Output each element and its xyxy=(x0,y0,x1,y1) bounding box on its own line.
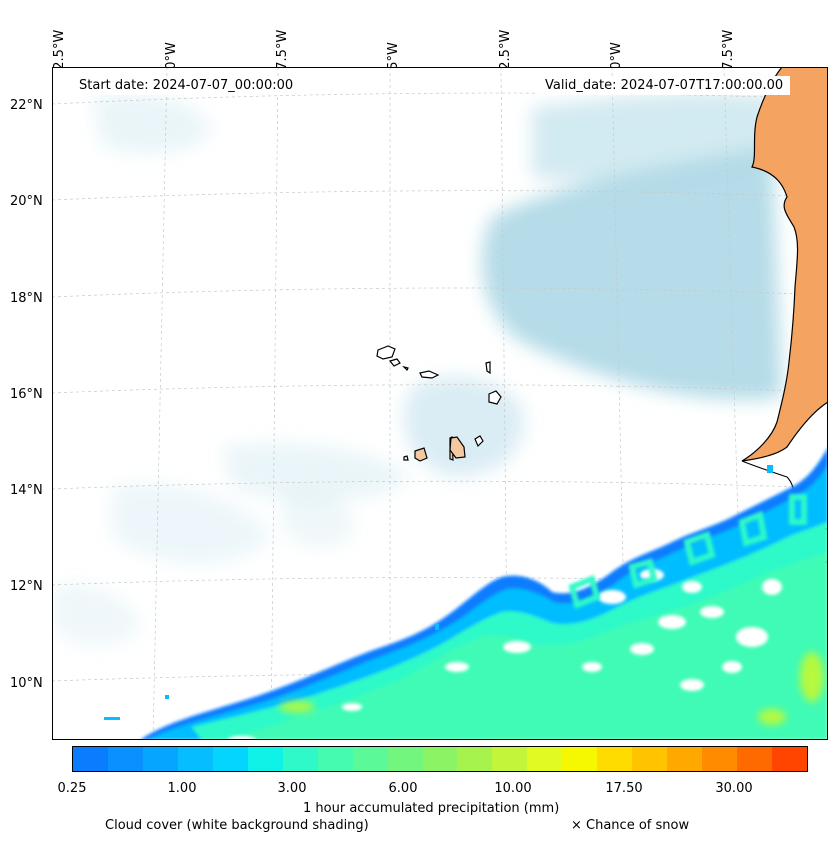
colorbar-swatch xyxy=(352,747,388,771)
colorbar-swatch xyxy=(73,747,108,771)
colorbar-swatch xyxy=(632,747,668,771)
lat-label-14n: 14°N xyxy=(10,483,43,498)
colorbar-tick-10-00: 10.00 xyxy=(494,781,532,796)
colorbar-swatch xyxy=(212,747,248,771)
colorbar-swatch xyxy=(387,747,423,771)
colorbar-swatch xyxy=(527,747,563,771)
precipitation-colorbar xyxy=(72,746,808,772)
africa-land xyxy=(741,67,828,462)
colorbar-swatch xyxy=(702,747,738,771)
cloud-cover-shading xyxy=(52,92,782,646)
colorbar-tick-3-00: 3.00 xyxy=(277,781,307,796)
map-panel xyxy=(52,67,828,740)
colorbar-swatch xyxy=(457,747,493,771)
colorbar-swatch xyxy=(177,747,213,771)
lat-label-16n: 16°N xyxy=(10,387,43,402)
lat-label-18n: 18°N xyxy=(10,291,43,306)
colorbar-swatch xyxy=(492,747,528,771)
colorbar-swatch xyxy=(142,747,178,771)
colorbar-swatch xyxy=(667,747,703,771)
precipitation-field xyxy=(104,447,828,740)
cape-verde-islands xyxy=(376,345,502,462)
colorbar-tick-30-00: 30.00 xyxy=(715,781,753,796)
colorbar-tick-17-50: 17.50 xyxy=(605,781,643,796)
colorbar-swatch xyxy=(772,747,808,771)
colorbar-swatch xyxy=(247,747,283,771)
map-frame xyxy=(52,67,828,740)
colorbar-label: 1 hour accumulated precipitation (mm) xyxy=(303,801,560,816)
colorbar-swatch xyxy=(422,747,458,771)
valid-date-label: Valid_date: 2024-07-07T17:00:00.00 xyxy=(538,76,791,95)
start-date-label: Start date: 2024-07-07_00:00:00 xyxy=(72,76,301,95)
colorbar-tick-1-00: 1.00 xyxy=(167,781,197,796)
colorbar-tick-0-25: 0.25 xyxy=(57,781,87,796)
colorbar-swatch xyxy=(737,747,773,771)
colorbar-swatch xyxy=(562,747,598,771)
cloud-cover-legend: Cloud cover (white background shading) xyxy=(105,818,369,833)
lat-label-10n: 10°N xyxy=(10,676,43,691)
colorbar-swatch xyxy=(597,747,633,771)
lat-label-20n: 20°N xyxy=(10,194,43,209)
snow-legend: × Chance of snow xyxy=(571,818,690,833)
colorbar-tick-6-00: 6.00 xyxy=(388,781,418,796)
lat-label-12n: 12°N xyxy=(10,579,43,594)
colorbar-swatch xyxy=(317,747,353,771)
colorbar-swatch xyxy=(282,747,318,771)
lat-label-22n: 22°N xyxy=(10,98,43,113)
colorbar-swatch xyxy=(107,747,143,771)
